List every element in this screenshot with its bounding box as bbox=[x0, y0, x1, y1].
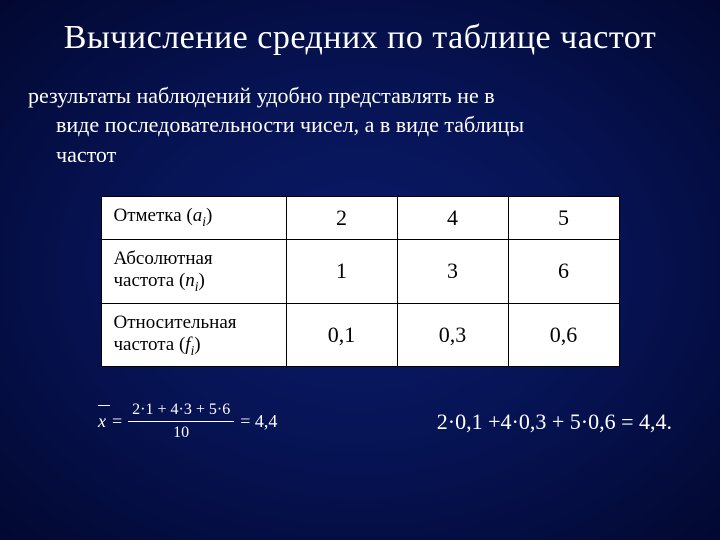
table-cell: 1 bbox=[286, 239, 397, 303]
row-header: Абсолютная частота (ni) bbox=[101, 239, 286, 303]
table-cell: 3 bbox=[397, 239, 508, 303]
body-line-1: результаты наблюдений удобно представлят… bbox=[28, 83, 495, 108]
table-row: Отметка (ai) 2 4 5 bbox=[101, 196, 619, 239]
table-row: Относительная частота (fi) 0,1 0,3 0,6 bbox=[101, 303, 619, 367]
relative-freq-formula: 2·0,1 +4·0,3 + 5·0,6 = 4,4. bbox=[437, 409, 672, 435]
slide: Вычисление средних по таблице частот рез… bbox=[0, 0, 720, 540]
denominator: 10 bbox=[128, 422, 234, 442]
numerator: 2·1 + 4·3 + 5·6 bbox=[128, 401, 234, 422]
row-header: Относительная частота (fi) bbox=[101, 303, 286, 367]
body-line-2: виде последовательности чисел, а в виде … bbox=[56, 112, 524, 137]
table-cell: 6 bbox=[508, 239, 619, 303]
formula-row: x = 2·1 + 4·3 + 5·6 10 = 4,4 2·0,1 +4·0,… bbox=[28, 401, 692, 442]
body-paragraph: результаты наблюдений удобно представлят… bbox=[28, 81, 692, 170]
mean-formula: x = 2·1 + 4·3 + 5·6 10 = 4,4 bbox=[98, 401, 277, 442]
table-cell: 0,3 bbox=[397, 303, 508, 367]
table-cell: 2 bbox=[286, 196, 397, 239]
table-cell: 4 bbox=[397, 196, 508, 239]
table-cell: 0,1 bbox=[286, 303, 397, 367]
table-row: Абсолютная частота (ni) 1 3 6 bbox=[101, 239, 619, 303]
xbar-symbol: x bbox=[98, 411, 106, 432]
row-header: Отметка (ai) bbox=[101, 196, 286, 239]
body-line-3: частот bbox=[56, 142, 116, 167]
fraction: 2·1 + 4·3 + 5·6 10 bbox=[128, 401, 234, 442]
frequency-table: Отметка (ai) 2 4 5 Абсолютная частота (n… bbox=[101, 196, 620, 368]
frequency-table-wrap: Отметка (ai) 2 4 5 Абсолютная частота (n… bbox=[28, 196, 692, 368]
slide-title: Вычисление средних по таблице частот bbox=[28, 18, 692, 59]
table-cell: 5 bbox=[508, 196, 619, 239]
table-cell: 0,6 bbox=[508, 303, 619, 367]
